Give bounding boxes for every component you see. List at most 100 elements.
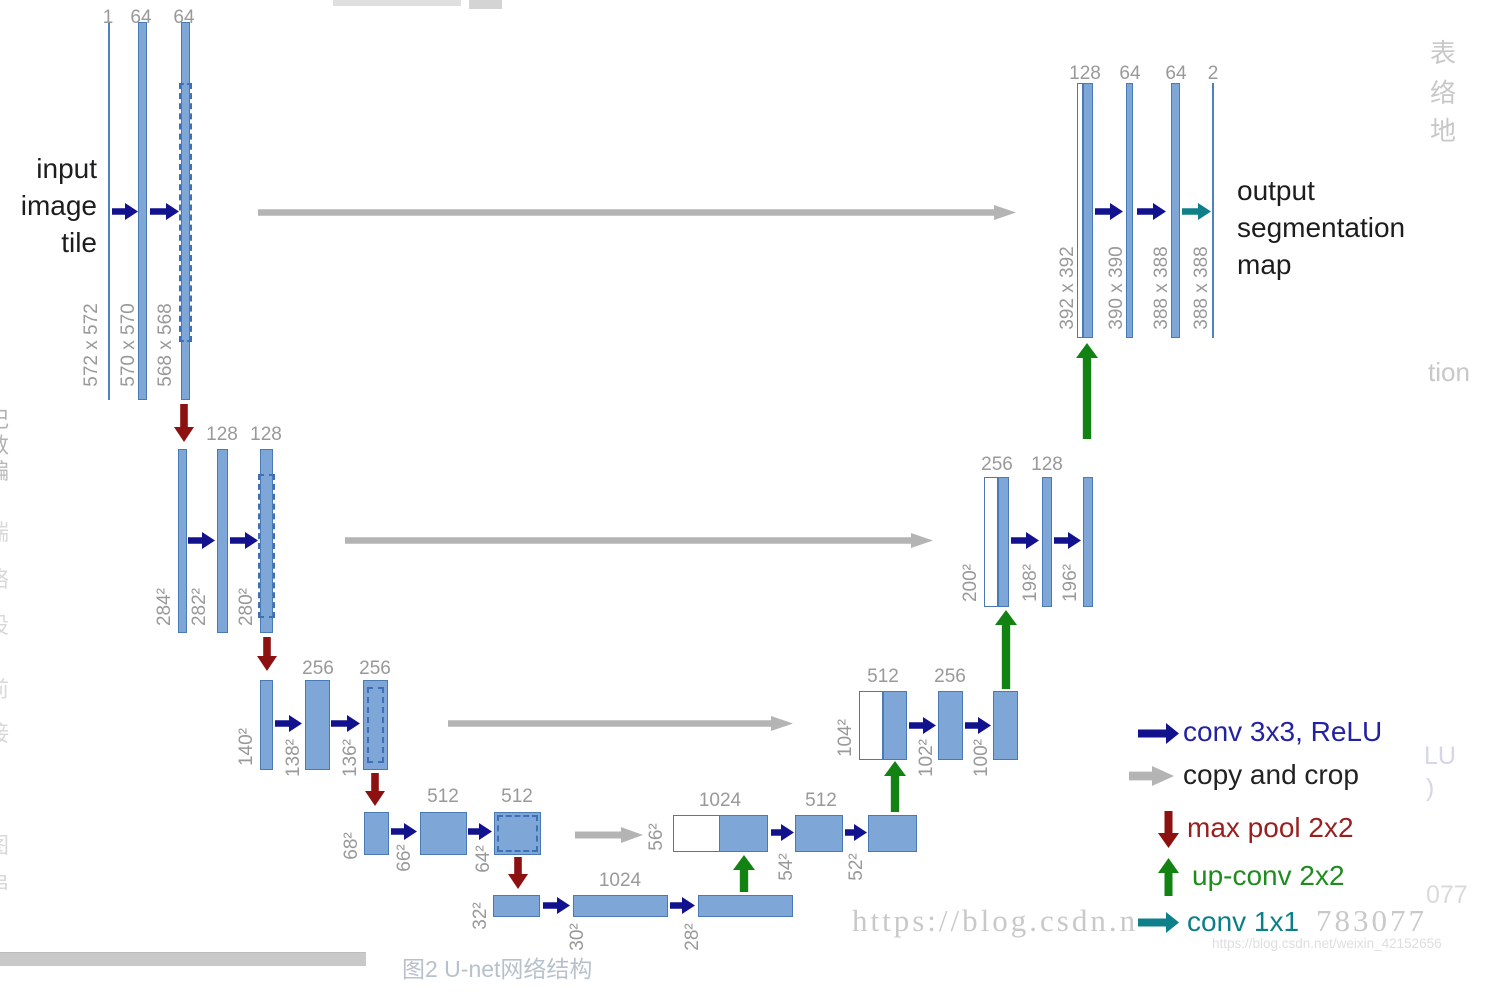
size-label: 100² <box>971 738 992 778</box>
enc3-feature-bar-2 <box>363 680 388 770</box>
left-edge-fragment: 设 <box>0 608 9 640</box>
legend-copy-crop-label: copy and crop <box>1183 759 1359 790</box>
channel-label: 128 <box>1031 454 1063 475</box>
upconv-arrow-icon <box>1076 343 1098 439</box>
legend-copy-crop-arrow-icon <box>1129 766 1174 786</box>
size-label: 104² <box>835 718 856 758</box>
enc2-feature-bar-1 <box>217 449 228 633</box>
copy-crop-arrow-icon <box>258 205 1016 220</box>
dec4-feature-bar-2 <box>868 815 917 852</box>
upconv-arrow-icon <box>733 855 755 892</box>
bottleneck-bar-1 <box>573 895 668 917</box>
dec4-copied-features <box>673 815 720 852</box>
size-label: 388 x 388 <box>1151 246 1172 330</box>
watermark-edge-char: 地 <box>1430 116 1457 146</box>
size-label: 56² <box>646 823 667 851</box>
figure-caption: 图2 U-net网络结构 <box>402 956 593 982</box>
left-edge-fragment: 前 <box>0 672 9 704</box>
crop-region-outline <box>258 474 275 618</box>
size-label: 68² <box>341 832 362 860</box>
crop-region-outline <box>497 815 538 852</box>
conv3x3-arrow-icon <box>1137 203 1166 220</box>
dec1-feature-bar-1 <box>1126 83 1133 338</box>
channel-label: 512 <box>501 786 533 807</box>
legend-upconv-label: up-conv 2x2 <box>1192 860 1345 891</box>
maxpool-arrow-icon <box>508 857 528 889</box>
dec1-copied-features <box>1077 83 1083 338</box>
enc1-feature-bar-2 <box>179 22 192 400</box>
size-label: 392 x 392 <box>1057 246 1078 330</box>
maxpool-arrow-icon <box>365 773 385 806</box>
left-edge-fragment: 络 <box>0 562 9 594</box>
copy-crop-arrow-icon <box>448 716 793 731</box>
bottleneck-bar-2 <box>698 895 793 917</box>
size-label: 140² <box>236 727 257 767</box>
size-label: 390 x 390 <box>1106 246 1127 330</box>
watermark-edge-char: 表 <box>1430 38 1457 68</box>
copy-crop-arrow-icon <box>575 827 643 843</box>
enc3-feature-bar-0 <box>260 680 273 770</box>
left-edge-fragment: 编 <box>0 454 9 486</box>
enc2-feature-bar-0 <box>178 449 187 633</box>
enc4-feature-bar-1 <box>420 812 467 855</box>
enc2-feature-bar-2 <box>258 449 275 633</box>
maxpool-arrow-icon <box>174 404 194 442</box>
size-label: 388 x 388 <box>1191 246 1212 330</box>
dec4-feature-bar-1 <box>795 815 843 852</box>
crop-region-outline <box>179 83 192 342</box>
output-label-line2: segmentation <box>1237 212 1406 243</box>
top-edge-artifact <box>469 0 502 9</box>
channel-label: 256 <box>359 658 391 679</box>
maxpool-arrow-icon <box>257 637 277 671</box>
size-label: 572 x 572 <box>81 303 102 387</box>
size-label: 282² <box>189 587 210 627</box>
legend-conv1x1-label: conv 1x1 <box>1187 906 1300 937</box>
dec3-upconv-features <box>883 691 907 760</box>
size-label: 52² <box>846 853 867 881</box>
channel-label: 1024 <box>598 870 642 891</box>
size-label: 102² <box>916 738 937 778</box>
watermark-url-large-tail: 783077 <box>1316 903 1427 938</box>
channel-label: 1024 <box>698 790 742 811</box>
size-label: 284² <box>154 587 175 627</box>
dec2-copied-features <box>984 477 998 607</box>
bottleneck-bar-0 <box>493 895 540 917</box>
dec3-feature-bar-1 <box>938 691 963 760</box>
size-label: 570 x 570 <box>118 303 139 387</box>
watermark-edge-char: 络 <box>1430 78 1457 108</box>
upconv-arrow-icon <box>995 610 1017 689</box>
left-edge-fragment: 图 <box>0 828 9 860</box>
watermark-ghost-text: ) <box>1426 774 1435 802</box>
dec2-feature-bar-1 <box>1042 477 1052 607</box>
size-label: 54² <box>776 853 797 881</box>
conv3x3-arrow-icon <box>543 897 570 914</box>
left-edge-fragment: 端 <box>0 515 9 547</box>
size-label: 28² <box>682 923 703 951</box>
channel-label: 128 <box>1069 63 1101 84</box>
size-label: 138² <box>283 738 304 778</box>
input-label: input image tile <box>4 150 97 261</box>
channel-label: 256 <box>981 454 1013 475</box>
unet-architecture-diagram: { "input_label": {"l1":"input","l2":"ima… <box>0 0 1470 982</box>
size-label: 200² <box>960 563 981 603</box>
dec3-copied-features <box>859 691 883 760</box>
legend-maxpool-label: max pool 2x2 <box>1187 812 1354 843</box>
channel-label: 512 <box>867 666 899 687</box>
legend-conv3x3-arrow-icon <box>1138 723 1179 744</box>
dec3-feature-bar-2 <box>993 691 1018 760</box>
channel-label: 2 <box>1207 63 1219 84</box>
copy-crop-arrow-icon <box>345 533 933 548</box>
upconv-arrow-icon <box>884 761 906 812</box>
watermark-url-small: https://blog.csdn.net/weixin_42152656 <box>1212 936 1442 951</box>
legend-conv3x3-label: conv 3x3, ReLU <box>1183 716 1383 747</box>
channel-label: 512 <box>805 790 837 811</box>
conv3x3-arrow-icon <box>150 203 179 220</box>
left-edge-fragment: 记 <box>0 402 9 434</box>
input-label-line3: tile <box>61 227 97 258</box>
channel-label: 256 <box>934 666 966 687</box>
channel-label: 128 <box>206 424 238 445</box>
channel-label: 128 <box>250 424 282 445</box>
enc4-feature-bar-0 <box>364 812 389 855</box>
left-edge-fragment: 串 <box>0 866 9 898</box>
input-label-line2: image <box>20 190 97 221</box>
